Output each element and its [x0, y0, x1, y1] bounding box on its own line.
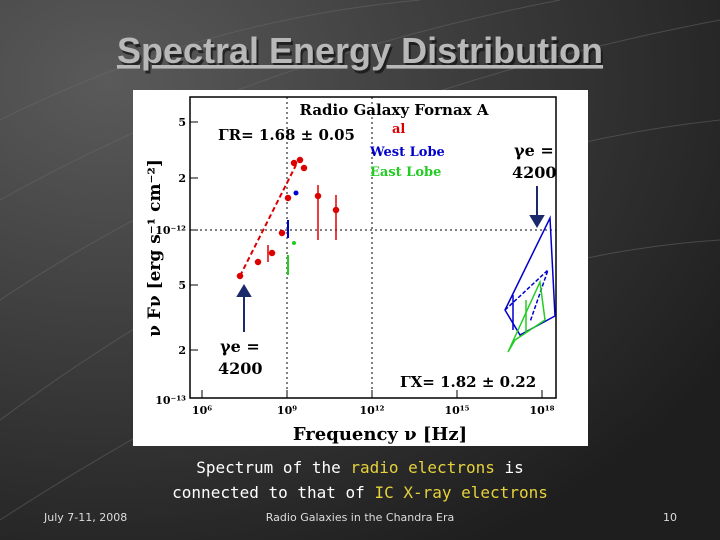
- y-tick-label: 2: [178, 344, 186, 357]
- footer-date: July 7-11, 2008: [43, 511, 127, 524]
- x-tick-label: 10¹⁵: [445, 404, 470, 417]
- gamma-e-bottom: 4200: [218, 359, 263, 378]
- caption-text: is: [495, 458, 524, 477]
- gamma-x: ΓX= 1.82 ± 0.22: [400, 373, 536, 391]
- gamma-e-bottom: γe =: [220, 337, 260, 356]
- y-tick-label: 5: [178, 279, 186, 292]
- plot-background: [133, 90, 588, 446]
- y-tick-label: 5: [178, 116, 186, 129]
- arrows: [236, 186, 545, 332]
- y-tick-label: 10⁻¹³: [155, 394, 186, 407]
- caption-highlight: IC X-ray electrons: [374, 483, 547, 502]
- x-tick-label: 10⁶: [192, 404, 212, 417]
- x-tick-label: 10¹⁸: [530, 404, 555, 417]
- plot-frame: [189, 96, 557, 399]
- plot: Radio Galaxy Fornax A ΓR= 1.68 ± 0.05 al…: [133, 90, 588, 446]
- plot-title: Radio Galaxy Fornax A: [300, 101, 489, 119]
- footer-page: 10: [663, 511, 677, 524]
- dotted-guides: [190, 97, 556, 398]
- title-shadow: Spectral Energy Distribution: [119, 33, 605, 74]
- y-tick-label: 2: [178, 172, 186, 185]
- footer-event: Radio Galaxies in the Chandra Era: [266, 511, 454, 524]
- gamma-r: ΓR= 1.68 ± 0.05: [218, 126, 355, 144]
- caption-highlight: radio electrons: [350, 458, 495, 477]
- radio-data: [236, 156, 340, 280]
- x-tick-label: 10⁹: [277, 404, 297, 417]
- x-axis-label: Frequency ν [Hz]: [293, 424, 467, 445]
- gamma-e-top: γe =: [514, 141, 554, 160]
- caption-line: Spectrum of the radio electrons is: [196, 458, 524, 477]
- legend-item: East Lobe: [370, 165, 441, 180]
- x-tick-label: 10¹²: [360, 404, 385, 417]
- y-axis-label: ν Fν [erg s⁻¹ cm⁻²]: [145, 159, 165, 337]
- xray-data: [504, 215, 556, 353]
- caption-text: connected to that of: [172, 483, 374, 502]
- legend-item: al: [392, 122, 405, 137]
- title: Spectral Energy Distribution: [117, 30, 603, 71]
- caption-line: connected to that of IC X-ray electrons: [172, 483, 548, 502]
- axis-ticks: [190, 121, 543, 398]
- gamma-e-top: 4200: [512, 163, 557, 182]
- y-tick-label: 10⁻¹²: [155, 224, 186, 237]
- legend-item: West Lobe: [369, 145, 445, 160]
- caption-text: Spectrum of the: [196, 458, 350, 477]
